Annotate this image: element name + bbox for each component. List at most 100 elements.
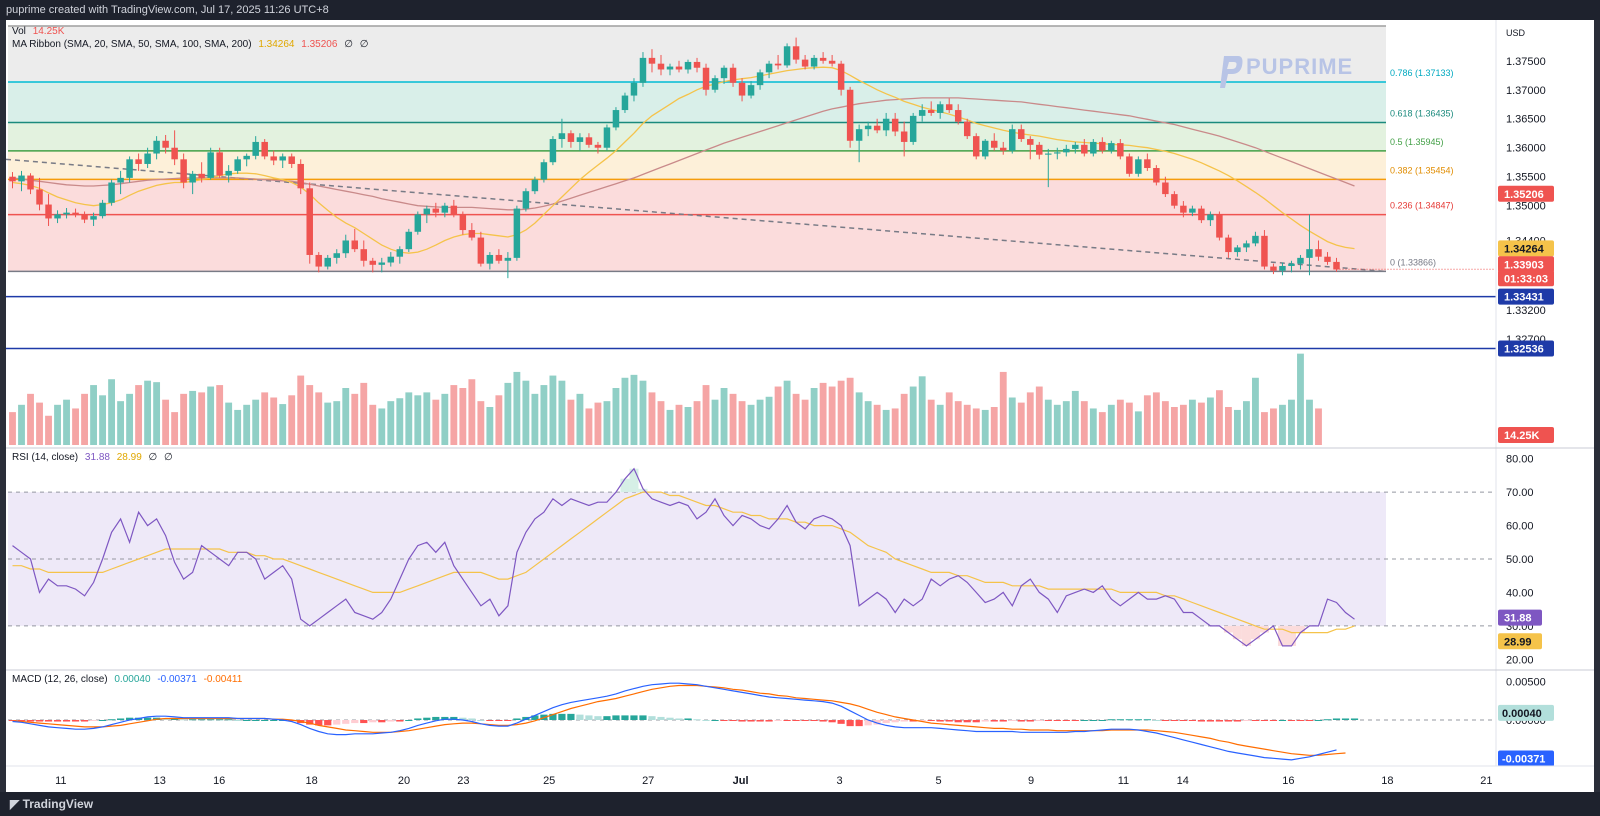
macd-hist-bar bbox=[675, 718, 683, 720]
macd-hist-bar bbox=[360, 720, 368, 724]
candle bbox=[1333, 261, 1340, 270]
candle bbox=[1288, 263, 1295, 266]
macd-hist-bar bbox=[189, 719, 197, 721]
volume-bar bbox=[1243, 401, 1250, 445]
candle bbox=[1216, 214, 1223, 238]
time-tick: 18 bbox=[305, 775, 317, 787]
volume-bar bbox=[657, 401, 665, 445]
candle bbox=[126, 159, 133, 178]
candle bbox=[324, 257, 331, 267]
rsi-tick: 70.00 bbox=[1506, 487, 1534, 499]
volume-bar bbox=[279, 404, 287, 445]
price-badge bbox=[1498, 256, 1554, 273]
macd-hist-bar bbox=[144, 717, 152, 720]
macd-hist-bar bbox=[909, 720, 917, 722]
candle bbox=[540, 162, 548, 180]
volume-bar bbox=[1261, 412, 1268, 445]
candle bbox=[459, 214, 467, 231]
macd-hist-bar bbox=[1215, 720, 1224, 722]
macd-hist-bar bbox=[837, 720, 845, 724]
candle bbox=[567, 133, 575, 142]
macd-hist-bar bbox=[1314, 720, 1323, 721]
macd-hist-bar bbox=[405, 720, 413, 721]
volume-bar bbox=[1197, 402, 1205, 445]
candle bbox=[1270, 266, 1277, 271]
volume-bar bbox=[1270, 408, 1277, 445]
macd-hist-bar bbox=[98, 720, 107, 721]
volume-bar bbox=[684, 407, 692, 445]
macd-hist-bar bbox=[612, 715, 620, 720]
macd-hist-bar bbox=[1332, 718, 1341, 720]
candle bbox=[360, 249, 368, 261]
candle bbox=[1225, 237, 1232, 253]
volume-bar bbox=[855, 392, 863, 445]
chart-canvas[interactable]: 0.786 (1.37133) 0.618 (1.36435) 0.5 (1.359… bbox=[6, 20, 1594, 792]
macd-legend-v2: -0.00371 bbox=[157, 674, 197, 685]
volume-bar bbox=[414, 395, 422, 445]
macd-hist-bar bbox=[963, 720, 971, 723]
candle bbox=[162, 140, 169, 148]
macd-hist-bar bbox=[1260, 720, 1269, 721]
macd-hist-bar bbox=[666, 717, 674, 720]
volume-bar bbox=[828, 386, 836, 445]
time-tick: 23 bbox=[457, 775, 469, 787]
candle bbox=[774, 63, 782, 66]
candle bbox=[990, 140, 998, 148]
price-badge-text: 1.34264 bbox=[1504, 243, 1545, 255]
candle bbox=[621, 95, 629, 111]
rsi-tick: 40.00 bbox=[1506, 587, 1534, 599]
volume-bar bbox=[882, 409, 890, 445]
time-tick: 18 bbox=[1381, 775, 1393, 787]
price-tick: 1.36500 bbox=[1506, 114, 1546, 126]
macd-hist-bar bbox=[1071, 720, 1079, 721]
volume-bar bbox=[504, 382, 512, 445]
volume-bar bbox=[639, 380, 647, 445]
price-badge-text: 14.25K bbox=[1504, 430, 1540, 442]
time-tick: 14 bbox=[1177, 775, 1189, 787]
candle bbox=[981, 140, 989, 157]
price-badge bbox=[1498, 340, 1554, 357]
volume-bar bbox=[774, 386, 782, 445]
volume-bar bbox=[1143, 395, 1151, 445]
macd-hist-bar bbox=[594, 716, 602, 720]
candle bbox=[1018, 129, 1025, 140]
top-bar: puprime created with TradingView.com, Ju… bbox=[0, 0, 1600, 20]
candle bbox=[117, 177, 124, 183]
sma200-line bbox=[12, 97, 1355, 211]
candle bbox=[333, 253, 340, 258]
macd-hist-bar bbox=[1224, 720, 1233, 722]
macd-hist-bar bbox=[459, 717, 467, 720]
candle bbox=[801, 59, 809, 67]
macd-hist-bar bbox=[62, 720, 71, 722]
price-tick: 1.36000 bbox=[1506, 143, 1546, 155]
macd-hist-bar bbox=[522, 716, 530, 720]
candle bbox=[144, 153, 151, 164]
chart-container[interactable]: 0.786 (1.37133) 0.618 (1.36435) 0.5 (1.359… bbox=[6, 20, 1594, 792]
fib-label: 0.786 (1.37133) bbox=[1390, 68, 1454, 78]
macd-hist-bar bbox=[1287, 720, 1296, 721]
candle bbox=[720, 67, 728, 79]
macd-hist-bar bbox=[261, 720, 269, 721]
candle bbox=[594, 144, 602, 148]
candle bbox=[306, 188, 313, 255]
price-tick: 1.37000 bbox=[1506, 85, 1546, 97]
candle bbox=[63, 212, 70, 215]
candle bbox=[405, 231, 413, 250]
macd-hist-bar bbox=[396, 720, 404, 722]
candle bbox=[909, 115, 917, 142]
candle bbox=[792, 46, 800, 60]
rsi-ma-line bbox=[12, 491, 1355, 634]
macd-hist-bar bbox=[207, 719, 215, 721]
volume-bar bbox=[1306, 399, 1313, 445]
candle bbox=[531, 179, 539, 192]
rsi-legend-v3: ∅ bbox=[148, 452, 158, 463]
volume-bar bbox=[297, 375, 305, 445]
volume-bar bbox=[396, 398, 404, 445]
volume-bar bbox=[387, 401, 395, 445]
price-badge-text: 1.32536 bbox=[1504, 344, 1544, 356]
time-tick: 5 bbox=[936, 775, 942, 787]
vol-legend: Vol 14.25K bbox=[12, 26, 64, 37]
candle bbox=[963, 121, 971, 137]
time-tick: 13 bbox=[154, 775, 166, 787]
volume-bar bbox=[540, 385, 548, 445]
